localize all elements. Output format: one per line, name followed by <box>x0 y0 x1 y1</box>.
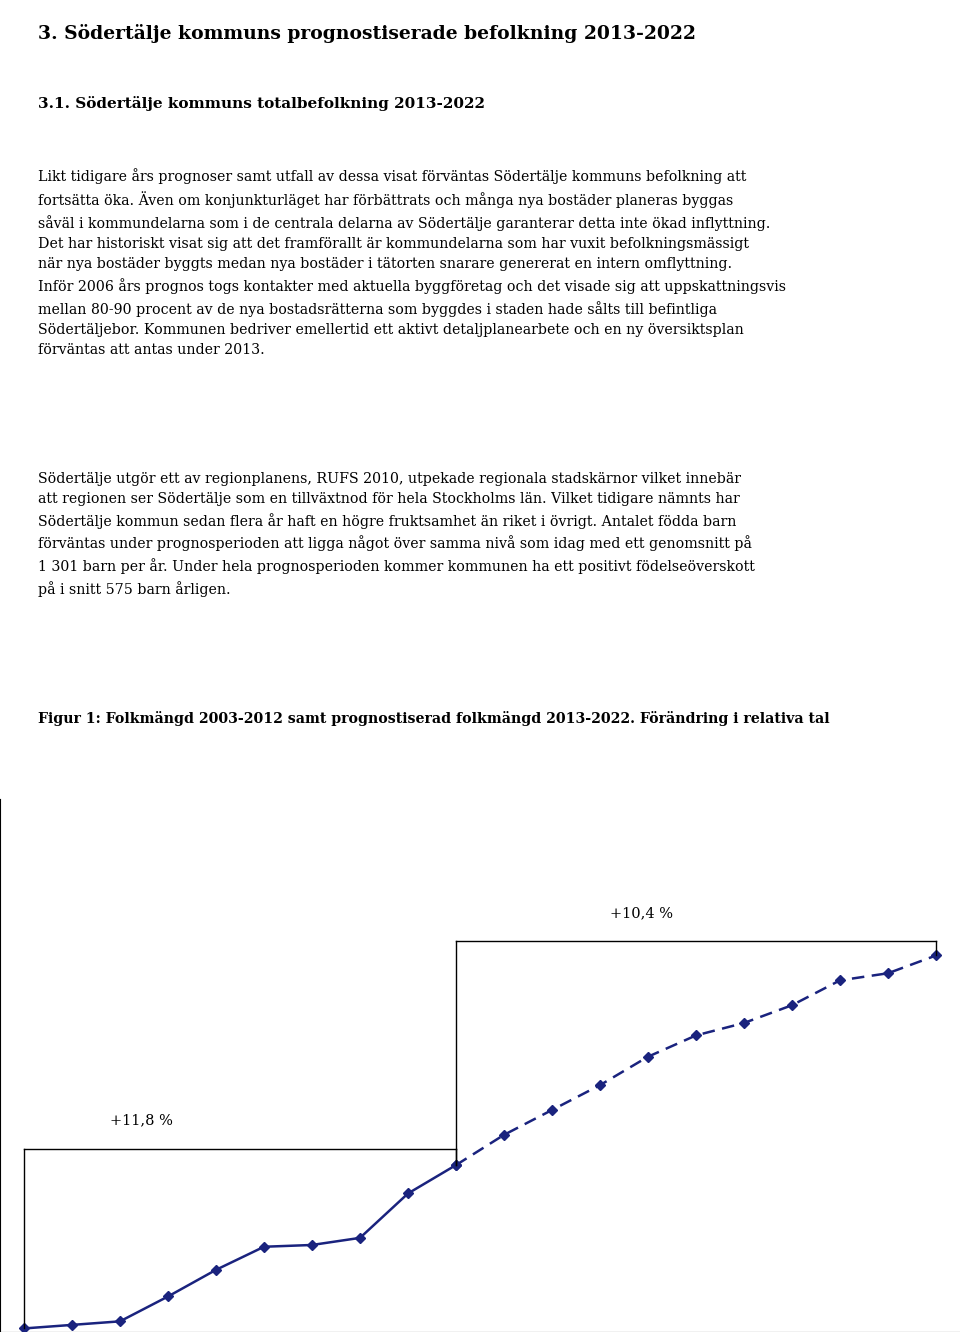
Text: 3.1. Södertälje kommuns totalbefolkning 2013-2022: 3.1. Södertälje kommuns totalbefolkning … <box>38 96 486 111</box>
Text: +10,4 %: +10,4 % <box>610 906 673 920</box>
Text: Figur 1: Folkmängd 2003-2012 samt prognostiserad folkmängd 2013-2022. Förändring: Figur 1: Folkmängd 2003-2012 samt progno… <box>38 711 830 726</box>
Text: +11,8 %: +11,8 % <box>110 1114 173 1128</box>
Text: Likt tidigare års prognoser samt utfall av dessa visat förväntas Södertälje komm: Likt tidigare års prognoser samt utfall … <box>38 168 786 357</box>
Text: 3. Södertälje kommuns prognostiserade befolkning 2013-2022: 3. Södertälje kommuns prognostiserade be… <box>38 24 696 43</box>
Text: Södertälje utgör ett av regionplanens, RUFS 2010, utpekade regionala stadskärnor: Södertälje utgör ett av regionplanens, R… <box>38 472 756 598</box>
